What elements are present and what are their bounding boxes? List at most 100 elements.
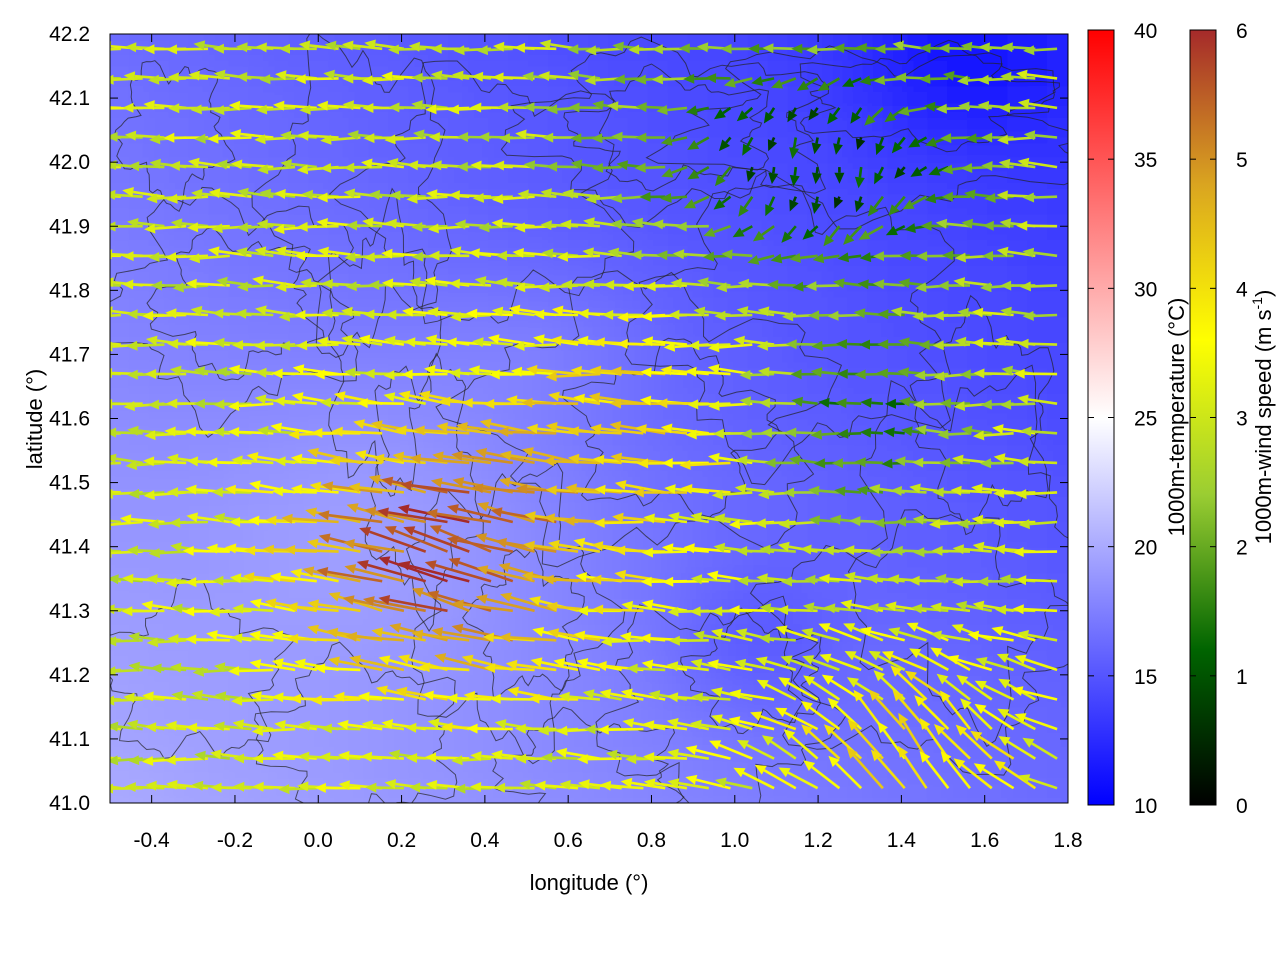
temperature-cell: [947, 264, 969, 292]
temperature-cell: [668, 392, 690, 420]
temperature-cell: [89, 289, 111, 317]
wind-colorbar-tick-label: 5: [1236, 149, 1248, 172]
temperature-cell: [967, 110, 989, 138]
temperature-cell: [1067, 59, 1089, 87]
y-tick-label: 41.3: [49, 600, 90, 623]
x-tick-label: -0.2: [217, 829, 253, 852]
temperature-cell: [648, 7, 670, 35]
temperature-cell: [189, 802, 211, 830]
temperature-cell: [488, 802, 510, 830]
temperature-cell: [628, 289, 650, 317]
temperature-cell: [768, 571, 790, 599]
wind-colorbar-label-sup: -1: [1249, 297, 1265, 310]
temperature-cell: [149, 776, 171, 804]
temperature-cell: [1047, 366, 1069, 394]
temperature-cell: [987, 776, 1009, 804]
temperature-cell: [109, 110, 131, 138]
temperature-cell: [1027, 366, 1049, 394]
y-tick-label: 42.1: [49, 87, 90, 110]
temperature-cell: [588, 7, 610, 35]
x-tick-label: 1.6: [970, 829, 999, 852]
temperature-cell: [927, 802, 949, 830]
temperature-cell: [89, 494, 111, 522]
temperature-cell: [1047, 520, 1069, 548]
x-axis-label: longitude (°): [530, 870, 649, 895]
temperature-cell: [109, 751, 131, 779]
temperature-cell: [867, 264, 889, 292]
temperature-cell: [408, 7, 430, 35]
temperature-cell: [508, 392, 530, 420]
temperature-cell: [129, 366, 151, 394]
temperature-cell: [748, 264, 770, 292]
temperature-cell: [209, 7, 231, 35]
temperature-cell: [1067, 725, 1089, 753]
wind-colorbar-tick-label: 6: [1236, 20, 1248, 43]
temperature-cell: [568, 699, 590, 727]
temperature-cell: [1047, 802, 1069, 830]
temperature-cell: [688, 520, 710, 548]
temperature-cell: [867, 776, 889, 804]
temperature-cell: [1007, 315, 1029, 343]
temperature-cell: [588, 110, 610, 138]
temperature-cell: [588, 751, 610, 779]
temperature-cell: [548, 59, 570, 87]
temperature-cell: [708, 315, 730, 343]
temperature-cell: [89, 161, 111, 189]
temperature-cell: [1067, 289, 1089, 317]
temperature-cell: [728, 802, 750, 830]
temperature-cell: [89, 366, 111, 394]
temperature-cell: [89, 443, 111, 471]
temperature-cell: [448, 33, 470, 61]
temperature-cell: [1027, 802, 1049, 830]
temperature-cell: [1047, 315, 1069, 343]
temperature-cell: [249, 802, 271, 830]
temperature-cell: [209, 443, 231, 471]
temperature-cell: [967, 776, 989, 804]
temperature-cell: [528, 7, 550, 35]
temperature-cell: [748, 7, 770, 35]
wind-colorbar-tick-label: 0: [1236, 795, 1248, 818]
temperature-cell: [967, 802, 989, 830]
temperature-colorbar-tick-label: 35: [1134, 149, 1157, 172]
temperature-cell: [508, 699, 530, 727]
temperature-cell: [249, 520, 271, 548]
temperature-cell: [508, 7, 530, 35]
temperature-colorbar-tick-label: 20: [1134, 537, 1157, 560]
temperature-cell: [428, 264, 450, 292]
temperature-cell: [768, 136, 790, 164]
temperature-cell: [828, 264, 850, 292]
temperature-cell: [169, 802, 191, 830]
temperature-cell: [89, 725, 111, 753]
x-tick-label: 1.4: [887, 829, 917, 852]
wind-colorbar-tick-label: 1: [1236, 666, 1248, 689]
temperature-cell: [109, 136, 131, 164]
temperature-cell: [289, 7, 311, 35]
temperature-cell: [828, 443, 850, 471]
temperature-cell: [189, 59, 211, 87]
temperature-cell: [89, 392, 111, 420]
x-tick-label: 0.4: [470, 829, 500, 852]
temperature-cell: [867, 212, 889, 240]
temperature-cell: [628, 520, 650, 548]
temperature-cell: [927, 699, 949, 727]
temperature-cell: [189, 699, 211, 727]
temperature-cell: [89, 187, 111, 215]
temperature-cell: [768, 84, 790, 112]
temperature-cell: [488, 110, 510, 138]
temperature-cell: [648, 802, 670, 830]
temperature-cell: [289, 520, 311, 548]
temperature-cell: [109, 802, 131, 830]
temperature-cell: [628, 802, 650, 830]
temperature-cell: [1027, 392, 1049, 420]
temperature-colorbar-tick-label: 30: [1134, 278, 1157, 301]
temperature-cell: [1047, 623, 1069, 651]
temperature-cell: [289, 187, 311, 215]
temperature-cell: [149, 7, 171, 35]
temperature-cell: [1067, 571, 1089, 599]
temperature-cell: [89, 802, 111, 830]
temperature-cell: [508, 802, 530, 830]
temperature-cell: [349, 802, 371, 830]
temperature-cell: [1067, 623, 1089, 651]
temperature-cell: [748, 494, 770, 522]
